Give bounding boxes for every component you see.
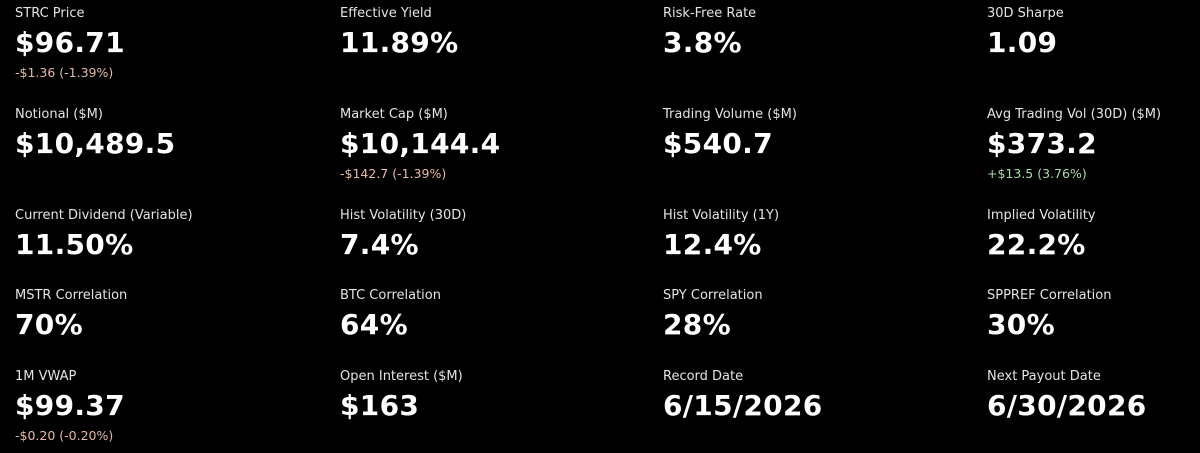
metric-label: 30D Sharpe — [987, 6, 1064, 21]
metric-value: $10,144.4 — [340, 127, 501, 160]
metric-label: Record Date — [663, 369, 744, 384]
metric-value: $540.7 — [663, 127, 773, 160]
metric-label: Effective Yield — [340, 6, 432, 21]
metric-value: 11.50% — [15, 228, 134, 261]
metric-value: 30% — [987, 308, 1055, 341]
metric-change: -$142.7 (-1.39%) — [340, 166, 447, 181]
metric-change: -$1.36 (-1.39%) — [15, 65, 114, 80]
metric-change: +$13.5 (3.76%) — [987, 166, 1087, 181]
metric-value: 70% — [15, 308, 83, 341]
metric-label: BTC Correlation — [340, 288, 441, 303]
metric-value: 6/30/2026 — [987, 389, 1147, 422]
metric-label: 1M VWAP — [15, 369, 77, 384]
metric-value: 7.4% — [340, 228, 419, 261]
metric-label: Next Payout Date — [987, 369, 1101, 384]
metric-value: 12.4% — [663, 228, 762, 261]
metric-label: MSTR Correlation — [15, 288, 128, 303]
metric-label: Trading Volume ($M) — [663, 107, 797, 122]
metric-label: STRC Price — [15, 6, 85, 21]
metric-change: -$0.20 (-0.20%) — [15, 428, 114, 443]
metric-value: $163 — [340, 389, 420, 422]
metric-label: Market Cap ($M) — [340, 107, 448, 122]
metric-value: 22.2% — [987, 228, 1086, 261]
metric-value: 3.8% — [663, 26, 742, 59]
metric-label: Hist Volatility (1Y) — [663, 208, 780, 223]
metric-label: Notional ($M) — [15, 107, 103, 122]
metric-value: 28% — [663, 308, 731, 341]
metric-label: Implied Volatility — [987, 208, 1096, 223]
metric-value: 6/15/2026 — [663, 389, 823, 422]
metric-label: Open Interest ($M) — [340, 369, 463, 384]
metric-value: 11.89% — [340, 26, 459, 59]
metric-label: SPY Correlation — [663, 288, 763, 303]
metric-label: Current Dividend (Variable) — [15, 208, 193, 223]
metric-value: $96.71 — [15, 26, 125, 59]
metric-value: $373.2 — [987, 127, 1097, 160]
metric-value: $10,489.5 — [15, 127, 176, 160]
metric-label: Risk-Free Rate — [663, 6, 757, 21]
metric-value: $99.37 — [15, 389, 125, 422]
metric-value: 1.09 — [987, 26, 1058, 59]
metric-label: Hist Volatility (30D) — [340, 208, 467, 223]
metric-label: Avg Trading Vol (30D) ($M) — [987, 107, 1162, 122]
metric-value: 64% — [340, 308, 408, 341]
metric-label: SPPREF Correlation — [987, 288, 1112, 303]
